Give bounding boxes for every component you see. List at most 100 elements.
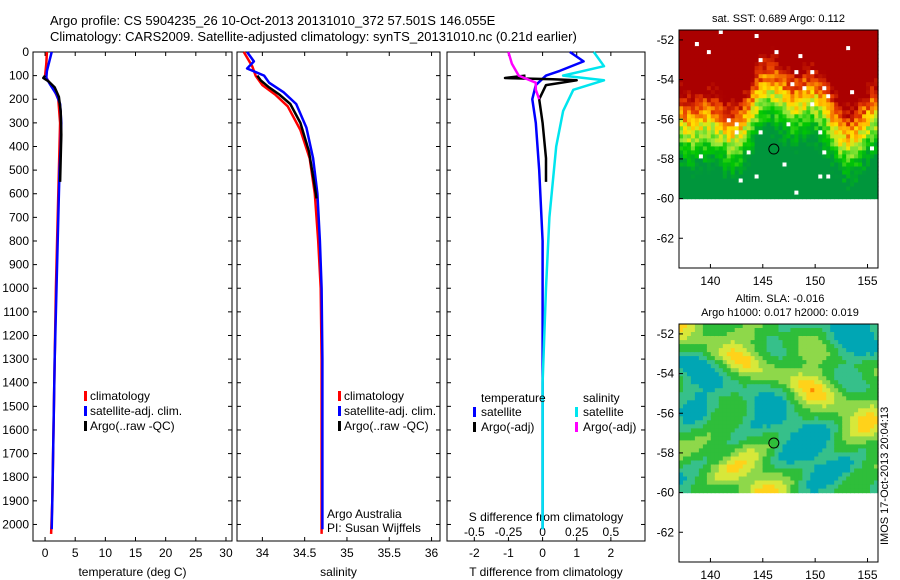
map-cell [858,62,863,67]
map-cell [834,368,839,373]
map-cell [786,110,792,115]
map-cell [714,456,720,462]
map-cell [826,408,831,413]
map-cell [842,90,847,95]
map-cell [754,352,760,357]
map-cell [794,194,799,200]
map-cell [746,424,752,429]
map-cell [850,336,855,341]
map-cell [722,86,728,91]
map-cell [718,66,724,71]
map-cell [690,186,696,192]
map-cell [786,464,792,470]
y-tick-label: 1500 [2,399,29,413]
map-cell [694,380,700,385]
map-cell [782,376,788,381]
map-cell [798,480,803,486]
map-cell [679,50,684,55]
map-cell [742,34,748,39]
map-cell [830,90,835,95]
map-cell [794,372,799,377]
map-cell [790,34,795,39]
map-cell [810,412,815,417]
map-cell [838,186,843,192]
map-cell [750,472,756,478]
map-cell [690,90,696,95]
series-line-difference-3 [507,51,541,100]
map-cell [822,360,827,365]
map-cell [714,328,720,333]
map-cell [850,340,855,345]
map-cell [710,460,716,466]
map-cell [694,480,700,486]
map-cell [698,78,704,83]
map-cell [774,408,780,413]
map-cell [698,452,704,457]
map-cell [806,352,811,357]
map-cell [814,62,819,67]
map-cell [762,356,768,361]
map-cell [874,46,879,51]
map-cell [750,170,756,176]
map-cell [850,472,855,478]
map-cell [854,46,859,51]
map-cell [762,90,768,95]
map-cell [850,348,855,353]
map-cell [834,428,839,433]
map-cell [683,452,688,457]
map-cell [854,122,859,127]
map-cell [738,432,744,437]
map-cell [802,170,807,176]
map-cell [766,154,772,159]
map-cell [742,372,748,377]
map-cell [862,182,867,188]
map-cell [750,476,756,482]
map-cell [834,74,839,79]
map-cell [822,336,827,341]
series-line-difference-2 [541,51,606,530]
map-cell [862,380,867,385]
map-cell [842,62,847,67]
map-cell [770,126,776,131]
map-cell [718,74,724,79]
map-cell [746,90,752,95]
map-cell [774,186,780,192]
map-cell [714,194,720,200]
map-cell [870,368,875,373]
map-cell [786,460,792,466]
map-cell [794,324,799,329]
map-cell [866,62,871,67]
map-cell [774,126,780,131]
map-cell [762,122,768,127]
map-cell [734,46,740,51]
map-cell [790,138,795,143]
map-cell [687,186,692,192]
map-cell [758,352,764,357]
map-cell [758,114,764,119]
map-cell [683,38,688,43]
map-cell [842,38,847,43]
map-cell [742,190,748,196]
map-cell [722,416,728,421]
map-cell [814,34,819,39]
map-cell [826,30,831,35]
legend-label: satellite [583,405,624,419]
map-cell [714,360,720,365]
map-cell [802,340,807,345]
map-cell [698,352,704,357]
map-cell [758,472,764,478]
map-cell [730,114,736,119]
map-cell [866,372,871,377]
map-cell [746,194,752,200]
map-cell [806,138,811,143]
map-cell [834,134,839,139]
map-cell [718,118,724,123]
x-tick-label: 30 [219,546,233,560]
map-cell [866,174,871,180]
map-cell [746,400,752,405]
map-cell [750,194,756,200]
credit-annotation: PI: Susan Wijffels [327,521,421,535]
map-cell [822,98,827,103]
map-cell [710,114,716,119]
map-cell [862,62,867,67]
